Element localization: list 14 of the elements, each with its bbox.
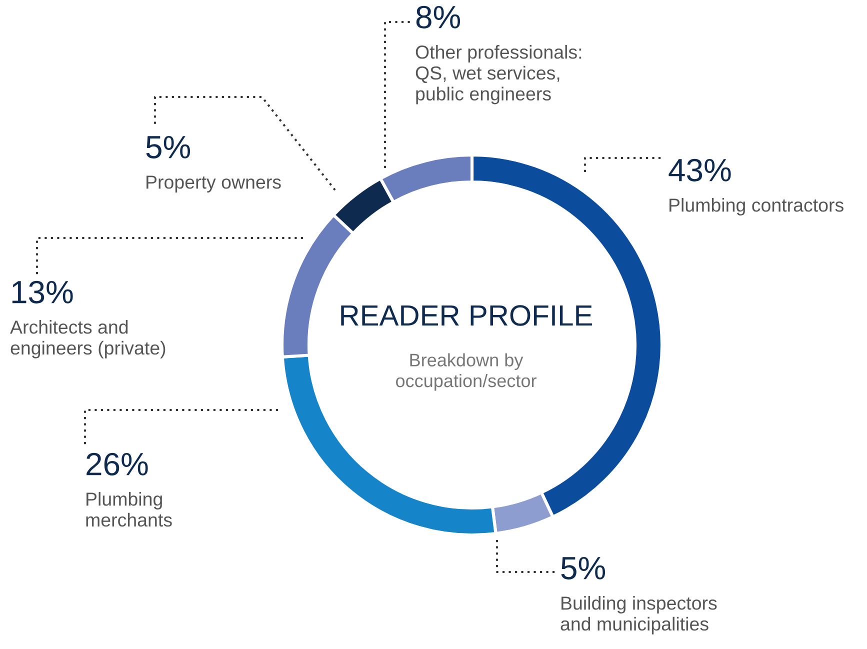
slice-label: Architects and engineers (private)	[10, 320, 166, 358]
text: Breakdown by occupation/sector	[396, 353, 536, 391]
slice-label: Plumbing merchants	[86, 492, 172, 527]
data-label: 8%	[416, 6, 460, 28]
data-label: 5%	[146, 136, 190, 158]
slice-label: Plumbing contractors	[670, 198, 844, 216]
slice-label: Property owners	[146, 176, 281, 192]
slice-label: Other professionals: QS, wet services, public engineers	[416, 45, 582, 104]
data-label: 26%	[86, 452, 148, 476]
data-label: 43%	[668, 158, 731, 182]
data-label: 5%	[561, 556, 606, 580]
data-label: 13%	[12, 280, 73, 304]
slice-label: Building inspectors and municipalities	[560, 596, 717, 634]
text: READER PROFILE	[341, 305, 592, 326]
